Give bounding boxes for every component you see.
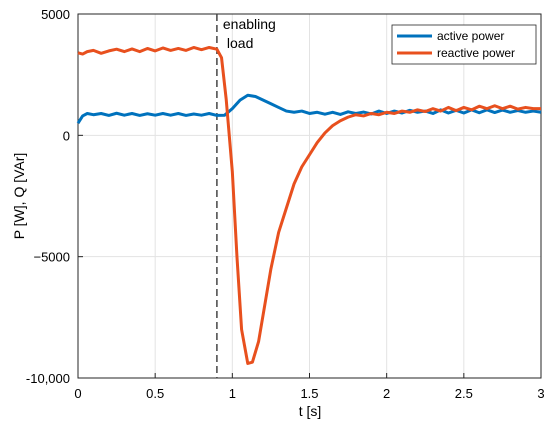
x-tick-label: 0.5	[146, 386, 164, 401]
y-tick-label: 0	[63, 128, 70, 143]
annotation-line-2: load	[227, 35, 253, 51]
series-group	[76, 45, 542, 365]
x-tick-label: 2	[383, 386, 390, 401]
y-axis-ticks: -10,000 −5000 0 5000	[26, 7, 83, 386]
x-tick-label: 0	[74, 386, 81, 401]
legend-label-active-power: active power	[437, 29, 504, 43]
legend: active power reactive power	[391, 24, 537, 65]
y-tick-label: −5000	[33, 250, 70, 265]
legend-box	[391, 24, 537, 65]
x-tick-label: 1	[229, 386, 236, 401]
annotation-line-1: enabling	[223, 16, 276, 32]
x-tick-label: 3	[537, 386, 544, 401]
series-line-active-power	[76, 93, 542, 125]
x-axis-title: t [s]	[299, 403, 322, 419]
series-line-reactive-power	[77, 45, 541, 365]
y-axis-title: P [W], Q [VAr]	[11, 153, 27, 240]
legend-label-reactive-power: reactive power	[437, 46, 515, 60]
x-tick-label: 1.5	[300, 386, 318, 401]
x-axis-ticks: 0 0.5 1 1.5 2 2.5 3	[74, 373, 545, 401]
y-tick-label: 5000	[41, 7, 70, 22]
x-tick-label: 2.5	[455, 386, 473, 401]
grid	[77, 13, 542, 379]
y-tick-label: -10,000	[26, 371, 70, 386]
